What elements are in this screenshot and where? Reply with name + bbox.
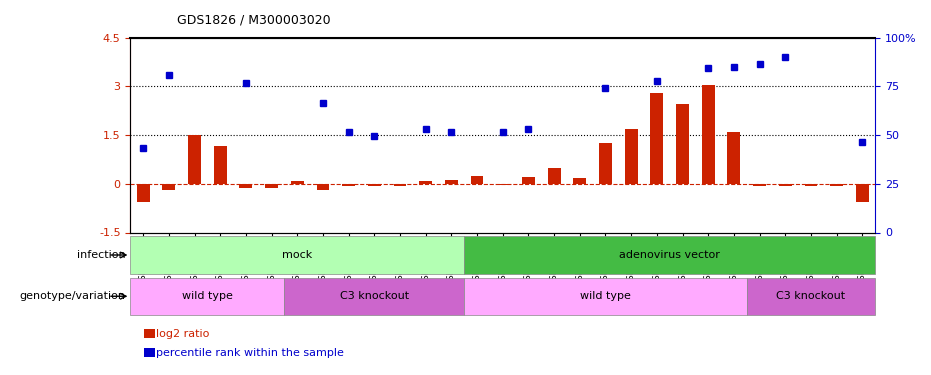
Bar (130, 278, 285, 315)
Bar (522, 177, 534, 184)
Text: C3 knockout: C3 knockout (340, 291, 409, 301)
Text: infection: infection (77, 250, 126, 260)
Bar (702, 85, 715, 184)
Text: wild type: wild type (580, 291, 631, 301)
Bar (856, 184, 869, 202)
Bar (419, 181, 432, 184)
Text: log2 ratio: log2 ratio (149, 329, 209, 339)
Bar (465, 278, 747, 315)
Bar (465, 236, 875, 274)
Bar (188, 135, 201, 184)
Bar (651, 93, 663, 184)
Bar (471, 176, 483, 184)
Bar (265, 184, 278, 188)
Text: percentile rank within the sample: percentile rank within the sample (149, 348, 344, 357)
Text: genotype/variation: genotype/variation (20, 291, 126, 301)
Bar (804, 184, 817, 186)
Bar (547, 168, 560, 184)
Bar (747, 278, 875, 315)
Bar (625, 129, 638, 184)
Bar (239, 184, 252, 188)
Bar (573, 178, 587, 184)
Bar (317, 184, 330, 190)
Bar (496, 184, 509, 185)
Bar (599, 143, 612, 184)
Bar (394, 184, 407, 186)
Text: adenovirus vector: adenovirus vector (619, 250, 720, 260)
Bar (290, 181, 304, 184)
Bar (368, 184, 381, 186)
Bar (779, 184, 791, 186)
Bar (830, 184, 843, 186)
Bar (162, 184, 175, 190)
Bar (445, 180, 458, 184)
Text: GDS1826 / M300003020: GDS1826 / M300003020 (177, 13, 331, 26)
Bar (727, 132, 740, 184)
Bar (753, 184, 766, 186)
Bar (214, 146, 226, 184)
Bar (137, 184, 150, 202)
Bar (130, 236, 465, 274)
Text: mock: mock (282, 250, 313, 260)
Bar (676, 104, 689, 184)
Bar (285, 278, 465, 315)
Text: wild type: wild type (182, 291, 233, 301)
Text: C3 knockout: C3 knockout (776, 291, 845, 301)
Bar (343, 184, 355, 186)
